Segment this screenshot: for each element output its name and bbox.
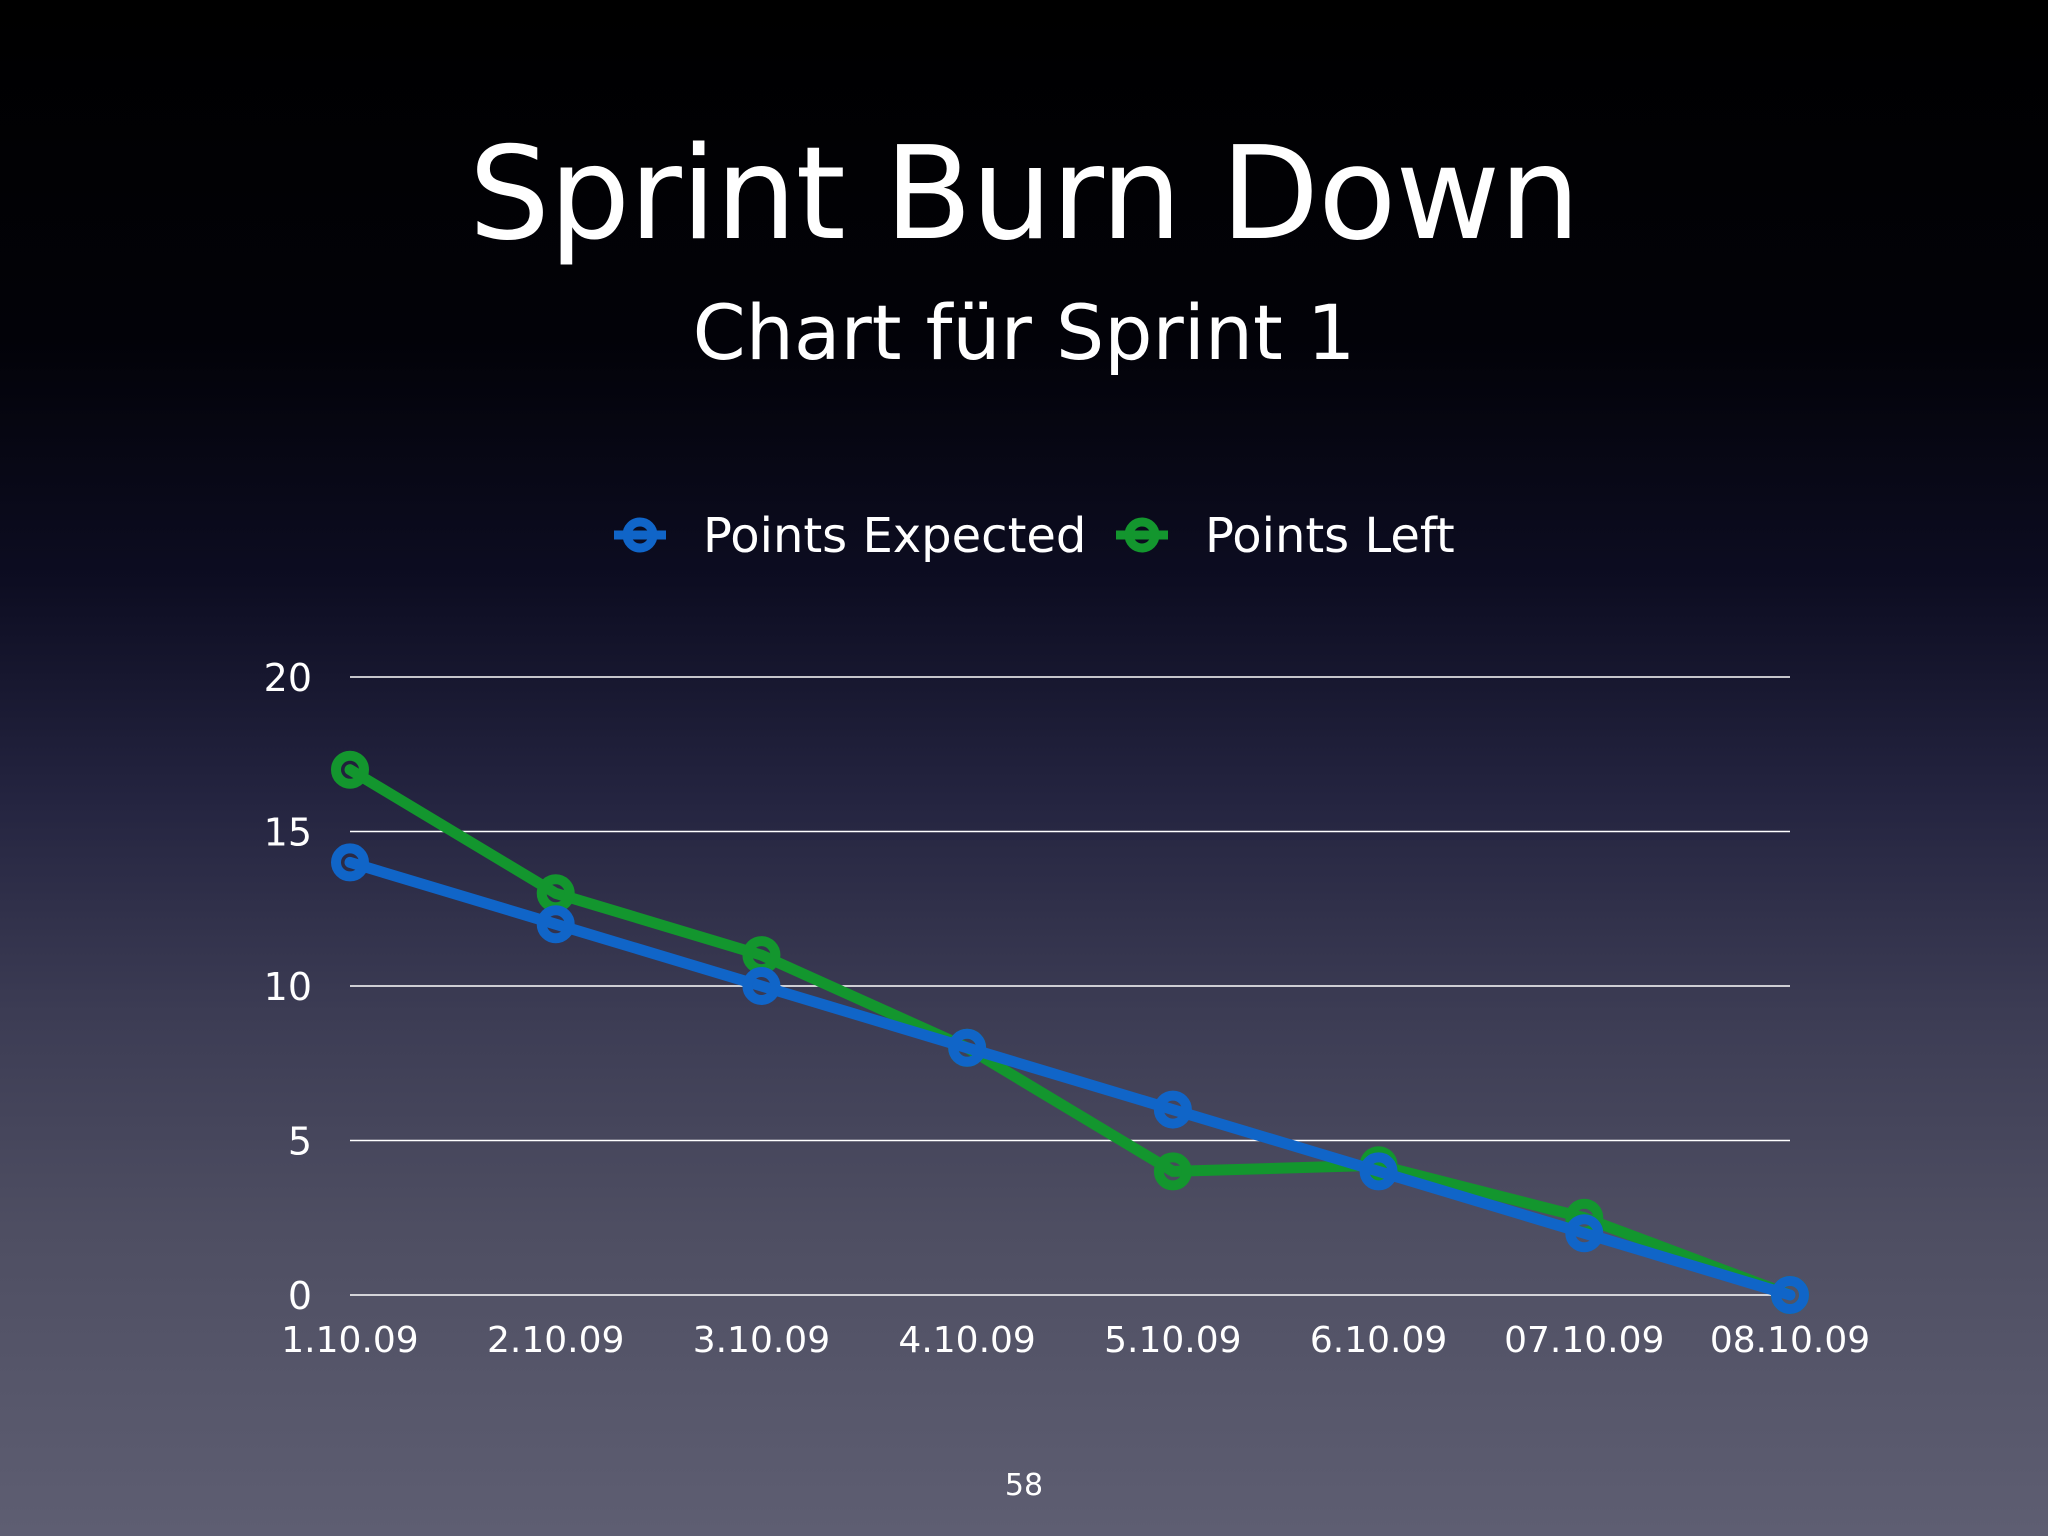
legend-label: Points Left [1205, 508, 1455, 564]
slide-subtitle: Chart für Sprint 1 [692, 288, 1356, 377]
data-point [1153, 1090, 1192, 1129]
x-tick-label: 1.10.09 [281, 1320, 418, 1361]
y-axis-ticks: 0 5 10 15 20 [264, 656, 312, 1318]
legend-marker-icon [1124, 517, 1160, 553]
x-tick-label: 07.10.09 [1504, 1320, 1664, 1361]
series-line [344, 856, 1796, 1301]
x-tick-label: 2.10.09 [487, 1320, 624, 1361]
x-axis-ticks: 1.10.09 2.10.09 3.10.09 4.10.09 5.10.09 6.10.… [281, 1320, 1870, 1361]
data-point [1153, 1152, 1192, 1191]
y-tick-label: 20 [264, 656, 312, 700]
data-point [1565, 1214, 1604, 1253]
data-point [331, 750, 369, 789]
x-tick-label: 08.10.09 [1710, 1320, 1870, 1361]
x-tick-label: 4.10.09 [898, 1320, 1035, 1361]
series-points-expected [331, 843, 1809, 1314]
data-point [536, 905, 575, 944]
x-tick-label: 5.10.09 [1104, 1320, 1241, 1361]
data-point [331, 843, 369, 882]
y-tick-label: 0 [288, 1274, 312, 1318]
chart-legend: Points Expected Points Left [614, 508, 1455, 564]
legend-marker-icon [622, 517, 658, 553]
data-point [1359, 1152, 1398, 1191]
x-tick-label: 3.10.09 [693, 1320, 830, 1361]
y-tick-label: 10 [264, 965, 312, 1009]
legend-item: Points Expected [614, 508, 1086, 564]
chart-series [331, 750, 1809, 1314]
legend-label: Points Expected [703, 508, 1086, 564]
legend-item: Points Left [1116, 508, 1455, 564]
x-tick-label: 6.10.09 [1310, 1320, 1447, 1361]
y-tick-label: 5 [288, 1120, 312, 1164]
y-tick-label: 15 [264, 811, 312, 855]
page-number: 58 [1004, 1468, 1044, 1503]
data-point [948, 1028, 987, 1067]
data-point [742, 967, 781, 1005]
slide-title: Sprint Burn Down [468, 120, 1581, 269]
series-line [344, 764, 1796, 1301]
data-point [1771, 1276, 1809, 1314]
chart-gridlines [350, 676, 1790, 1296]
series-points-left [331, 750, 1809, 1314]
